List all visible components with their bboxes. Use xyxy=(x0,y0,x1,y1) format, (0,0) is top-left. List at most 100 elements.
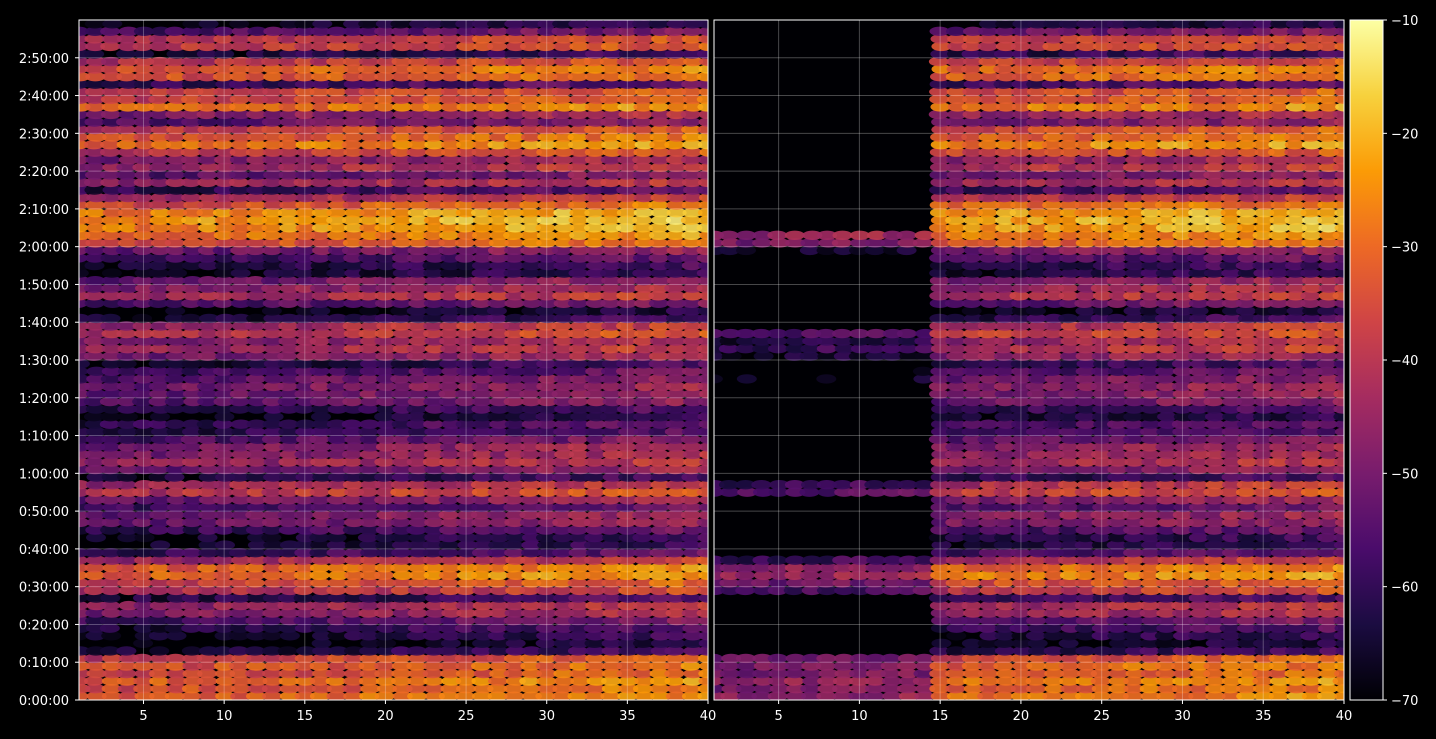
heatmap-cell xyxy=(309,87,330,97)
heatmap-cell xyxy=(719,563,740,573)
heatmap-cell xyxy=(489,555,510,565)
heatmap-cell xyxy=(134,464,155,475)
heatmap-cell xyxy=(697,359,708,369)
heatmap-cell xyxy=(570,502,591,512)
heatmap-cell xyxy=(815,661,836,671)
heatmap-cell xyxy=(343,510,364,520)
heatmap-cell xyxy=(230,268,251,278)
heatmap-cell xyxy=(438,623,459,633)
heatmap-cell xyxy=(245,480,266,490)
heatmap-cell xyxy=(1156,351,1177,361)
heatmap-cell xyxy=(213,487,234,497)
heatmap-cell xyxy=(617,102,638,112)
heatmap-cell xyxy=(488,253,508,263)
heatmap-cell xyxy=(1268,434,1289,444)
heatmap-cell xyxy=(214,434,235,444)
heatmap-cell xyxy=(1092,525,1113,535)
heatmap-cell xyxy=(376,510,397,520)
heatmap-cell xyxy=(1059,510,1080,520)
heatmap-cell xyxy=(489,396,510,407)
heatmap-cell xyxy=(1043,344,1064,354)
heatmap-cell xyxy=(470,26,491,36)
heatmap-cell xyxy=(537,396,558,407)
heatmap-cell xyxy=(1156,510,1177,520)
heatmap-cell xyxy=(197,487,217,497)
heatmap-cell xyxy=(697,616,708,626)
heatmap-cell xyxy=(586,578,606,588)
heatmap-cell xyxy=(245,668,266,679)
heatmap-cell xyxy=(245,427,266,437)
heatmap-cell xyxy=(1222,351,1243,361)
heatmap-cell xyxy=(600,510,620,520)
heatmap-cell xyxy=(568,593,589,603)
heatmap-cell xyxy=(198,374,219,384)
heatmap-cell xyxy=(422,434,443,444)
heatmap-cell xyxy=(1091,540,1112,550)
heatmap-cell xyxy=(342,102,363,112)
heatmap-cell xyxy=(295,472,316,482)
heatmap-cell xyxy=(979,684,1000,694)
heatmap-cell xyxy=(196,208,217,218)
heatmap-cell xyxy=(665,291,686,301)
heatmap-cell xyxy=(278,336,299,346)
heatmap-cell xyxy=(736,691,757,700)
heatmap-cell xyxy=(665,79,686,89)
heatmap-cell xyxy=(488,170,509,180)
heatmap-cell xyxy=(262,238,283,248)
heatmap-cell xyxy=(280,389,300,399)
heatmap-cell xyxy=(342,41,363,52)
heatmap-cell xyxy=(343,20,364,29)
heatmap-cell xyxy=(995,600,1016,611)
heatmap-cell xyxy=(1156,532,1177,543)
heatmap-cell xyxy=(1204,374,1225,384)
heatmap-cell xyxy=(719,487,740,497)
heatmap-cell xyxy=(537,404,558,414)
heatmap-cell xyxy=(1059,412,1079,422)
heatmap-cell xyxy=(600,540,621,550)
heatmap-cell xyxy=(1300,495,1321,505)
heatmap-cell xyxy=(521,132,541,142)
heatmap-cell xyxy=(769,684,790,694)
heatmap-cell xyxy=(1188,600,1209,611)
heatmap-cell xyxy=(665,593,686,603)
heatmap-cell xyxy=(930,676,951,686)
heatmap-cell xyxy=(344,570,365,580)
heatmap-cell xyxy=(455,64,476,74)
heatmap-cell xyxy=(930,653,951,664)
heatmap-cell xyxy=(650,600,671,611)
heatmap-cell xyxy=(100,109,121,120)
heatmap-cell xyxy=(1286,404,1307,414)
heatmap-cell xyxy=(393,109,413,120)
heatmap-cell xyxy=(1252,495,1272,505)
heatmap-cell xyxy=(406,185,427,195)
heatmap-cell xyxy=(116,49,137,59)
heatmap-cell xyxy=(554,102,575,112)
heatmap-cell xyxy=(681,34,702,44)
heatmap-cell xyxy=(945,427,966,437)
heatmap-cell xyxy=(197,600,218,611)
heatmap-cell xyxy=(148,396,169,407)
heatmap-cell xyxy=(262,298,283,308)
heatmap-cell xyxy=(309,563,330,573)
heatmap-cell xyxy=(1222,532,1243,543)
heatmap-cell xyxy=(360,170,381,180)
heatmap-cell xyxy=(1319,668,1340,679)
heatmap-cell xyxy=(537,480,558,490)
heatmap-cell xyxy=(344,668,364,679)
heatmap-cell xyxy=(1091,585,1112,596)
heatmap-cell xyxy=(1026,495,1047,505)
heatmap-cell xyxy=(520,245,541,256)
heatmap-cell xyxy=(519,653,540,664)
heatmap-cell xyxy=(246,140,267,150)
heatmap-cell xyxy=(682,64,703,74)
heatmap-cell xyxy=(374,109,395,120)
heatmap-cell xyxy=(230,684,251,694)
heatmap-cell xyxy=(86,555,107,565)
heatmap-cell xyxy=(1222,480,1242,490)
heatmap-cell xyxy=(278,525,299,535)
heatmap-cell xyxy=(585,684,606,694)
heatmap-cell xyxy=(519,676,540,686)
heatmap-cell xyxy=(1332,366,1344,376)
heatmap-cell xyxy=(279,585,300,596)
heatmap-cell xyxy=(617,691,638,700)
